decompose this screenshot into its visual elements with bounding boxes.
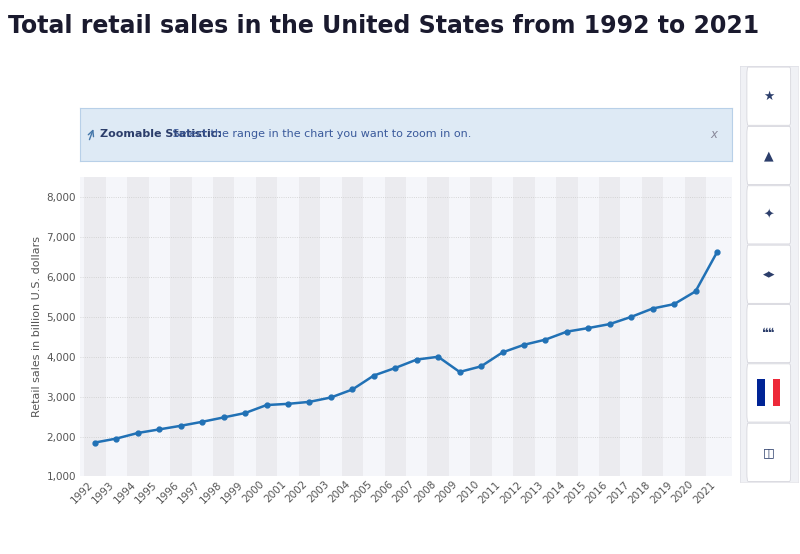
- FancyBboxPatch shape: [747, 423, 790, 481]
- Bar: [342, 177, 363, 476]
- Bar: [685, 177, 706, 476]
- Bar: [470, 177, 492, 476]
- Text: Total retail sales in the United States from 1992 to 2021: Total retail sales in the United States …: [8, 14, 759, 38]
- FancyBboxPatch shape: [747, 186, 790, 244]
- Bar: [556, 177, 578, 476]
- Text: ★: ★: [763, 90, 774, 102]
- Bar: [256, 177, 278, 476]
- FancyBboxPatch shape: [747, 126, 790, 184]
- Bar: [385, 177, 406, 476]
- Text: Zoomable Statistic:: Zoomable Statistic:: [99, 129, 222, 140]
- Bar: [298, 177, 320, 476]
- Bar: [427, 177, 449, 476]
- Y-axis label: Retail sales in billion U.S. dollars: Retail sales in billion U.S. dollars: [32, 237, 42, 417]
- Bar: [514, 177, 534, 476]
- Bar: [213, 177, 234, 476]
- Text: ◫: ◫: [763, 446, 774, 459]
- Bar: [170, 177, 191, 476]
- Bar: [127, 177, 149, 476]
- Text: ✦: ✦: [763, 208, 774, 222]
- Bar: [758, 379, 765, 407]
- Text: ▲: ▲: [764, 149, 774, 162]
- FancyBboxPatch shape: [747, 305, 790, 363]
- Text: ❝❝: ❝❝: [762, 327, 775, 340]
- Bar: [765, 379, 773, 407]
- Bar: [84, 177, 106, 476]
- FancyBboxPatch shape: [747, 245, 790, 304]
- Bar: [642, 177, 663, 476]
- Bar: [773, 379, 780, 407]
- FancyBboxPatch shape: [747, 67, 790, 125]
- FancyBboxPatch shape: [747, 364, 790, 422]
- Text: Select the range in the chart you want to zoom in on.: Select the range in the chart you want t…: [170, 129, 472, 140]
- Text: ◂▸: ◂▸: [762, 268, 775, 281]
- Text: x: x: [710, 128, 718, 141]
- Bar: [599, 177, 621, 476]
